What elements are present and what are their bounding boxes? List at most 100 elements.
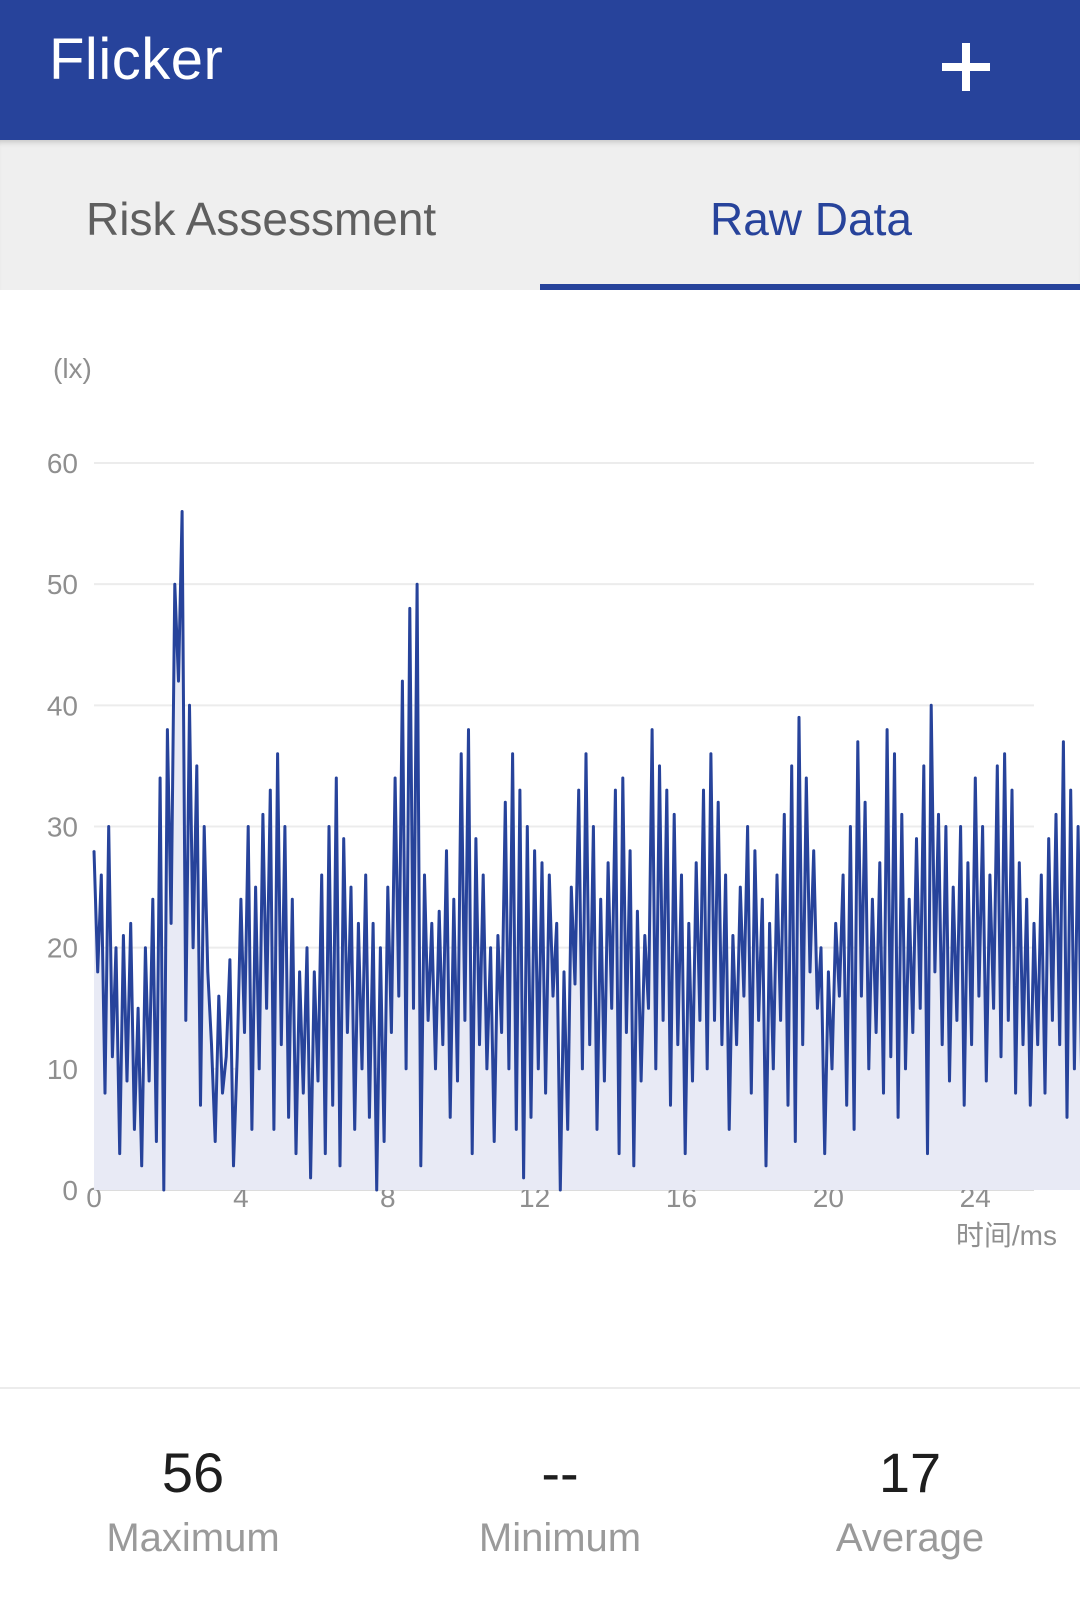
- data-point: [897, 1116, 899, 1119]
- data-point: [192, 946, 194, 949]
- data-point: [1051, 1019, 1054, 1022]
- data-point: [812, 849, 815, 852]
- data-point: [364, 874, 367, 876]
- data-point: [948, 1080, 951, 1082]
- stat-minimum: -- Minimum: [380, 1440, 740, 1562]
- data-point: [1066, 1116, 1068, 1119]
- data-point: [680, 874, 683, 876]
- y-tick-label: 20: [47, 933, 78, 964]
- data-point: [185, 1019, 187, 1022]
- data-point: [923, 765, 925, 767]
- data-point: [831, 1068, 833, 1070]
- data-point: [339, 1165, 341, 1167]
- data-point: [500, 1031, 503, 1034]
- data-point: [515, 1128, 518, 1131]
- data-point: [838, 995, 841, 997]
- data-point: [328, 825, 330, 828]
- data-point: [394, 777, 396, 779]
- data-point: [820, 946, 822, 949]
- data-point: [658, 765, 661, 767]
- data-point: [431, 922, 433, 925]
- data-point: [581, 1068, 584, 1070]
- data-point: [504, 801, 507, 804]
- data-point: [265, 1007, 268, 1010]
- data-point: [566, 1128, 569, 1131]
- data-point: [607, 862, 609, 864]
- data-point: [199, 1104, 202, 1106]
- data-point: [229, 959, 231, 961]
- tab-raw-data[interactable]: Raw Data: [540, 140, 1080, 290]
- data-point: [522, 1177, 525, 1179]
- data-point: [662, 1019, 664, 1022]
- app-bar: Flicker: [0, 0, 1080, 140]
- data-point: [640, 1080, 642, 1082]
- data-point: [129, 922, 132, 925]
- data-point: [460, 753, 463, 755]
- data-point: [721, 1043, 723, 1046]
- data-point: [320, 874, 323, 876]
- data-point: [849, 825, 852, 828]
- data-point: [893, 753, 896, 755]
- data-point: [409, 607, 411, 610]
- data-point: [155, 1140, 158, 1143]
- data-point: [636, 910, 639, 913]
- data-point: [526, 825, 529, 828]
- data-point: [152, 898, 154, 900]
- data-point: [284, 825, 286, 828]
- data-point: [834, 922, 837, 925]
- data-point: [467, 728, 470, 731]
- data-point: [596, 1128, 598, 1131]
- data-point: [1073, 1068, 1076, 1070]
- data-point: [1022, 1043, 1024, 1046]
- add-button[interactable]: [928, 30, 1004, 106]
- data-point: [166, 728, 169, 731]
- data-point: [107, 825, 110, 828]
- data-point: [537, 1068, 540, 1070]
- data-point: [952, 886, 954, 888]
- data-point: [118, 1152, 121, 1155]
- data-point: [236, 1055, 238, 1058]
- data-point: [1069, 789, 1072, 791]
- data-point: [816, 1007, 819, 1010]
- data-point: [335, 777, 338, 779]
- stat-average: 17 Average: [730, 1440, 1080, 1562]
- data-point: [445, 849, 448, 852]
- data-point: [801, 1043, 804, 1046]
- data-point: [754, 849, 756, 852]
- data-point: [974, 777, 977, 779]
- data-point: [622, 777, 624, 779]
- data-point: [1029, 1104, 1032, 1106]
- data-point: [122, 934, 125, 937]
- data-point: [1062, 740, 1065, 743]
- data-point: [996, 765, 999, 767]
- data-point: [669, 1104, 672, 1106]
- data-point: [963, 1104, 965, 1106]
- data-point: [599, 898, 602, 900]
- data-point: [937, 813, 940, 816]
- data-point: [647, 1007, 650, 1010]
- data-point: [890, 1055, 892, 1058]
- data-point: [945, 825, 947, 828]
- data-point: [471, 1152, 474, 1155]
- data-point: [225, 1055, 227, 1058]
- data-point: [768, 922, 771, 925]
- data-point: [357, 922, 360, 925]
- stat-minimum-value: --: [541, 1441, 579, 1504]
- data-point: [570, 886, 573, 888]
- data-point: [530, 1116, 532, 1119]
- data-point: [842, 874, 844, 876]
- stat-maximum-value: 56: [161, 1441, 225, 1504]
- data-point: [497, 934, 499, 937]
- data-point: [1007, 1019, 1010, 1022]
- stats-divider: [0, 1387, 1080, 1389]
- data-point: [126, 1080, 128, 1082]
- tab-risk-assessment[interactable]: Risk Assessment: [0, 140, 540, 290]
- data-point: [375, 1189, 378, 1191]
- data-point: [1003, 753, 1006, 755]
- data-point: [159, 777, 161, 779]
- data-point: [390, 1031, 393, 1034]
- y-tick-label: 60: [47, 448, 78, 479]
- data-point: [247, 825, 249, 828]
- data-point: [287, 1116, 290, 1119]
